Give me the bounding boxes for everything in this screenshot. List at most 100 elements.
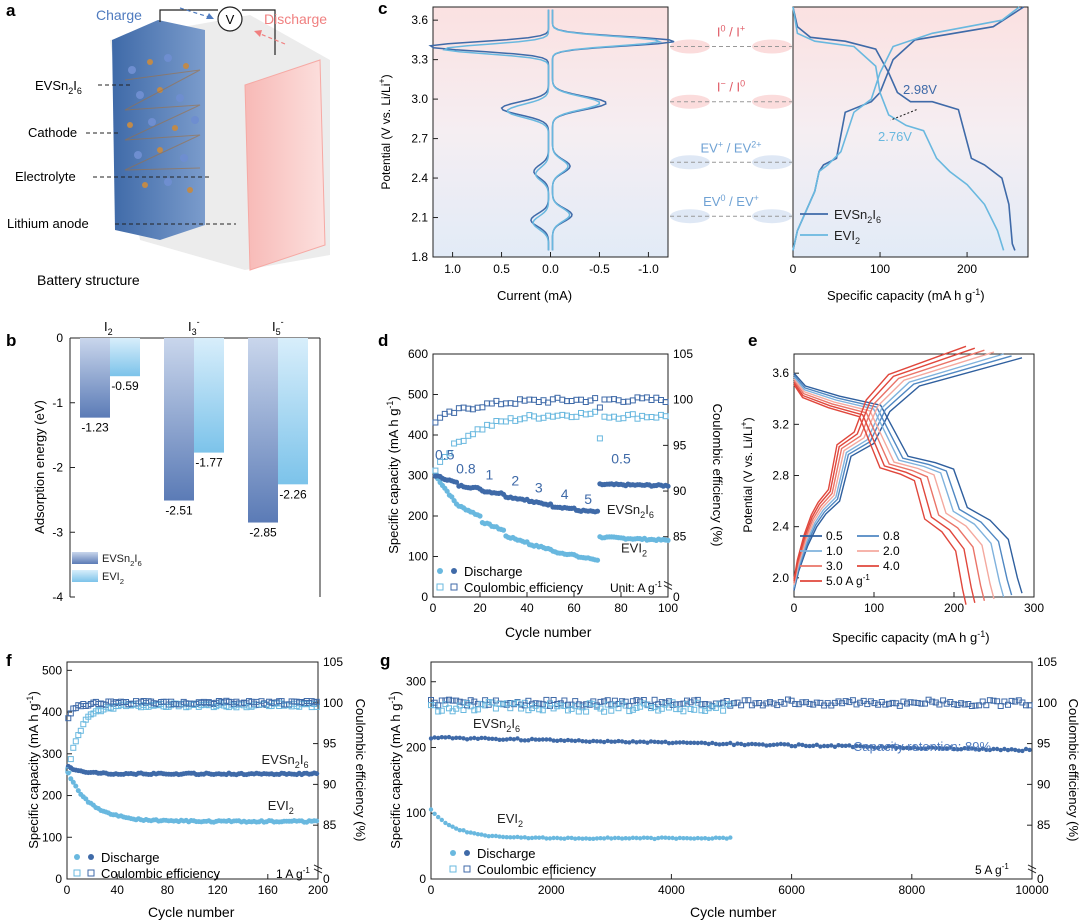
c-gcd-charge-evi xyxy=(792,6,1020,251)
g-ce-point xyxy=(781,700,788,707)
d-capacity-point xyxy=(453,479,460,485)
g-capacity-point xyxy=(713,835,719,840)
d-ce-point xyxy=(545,399,552,406)
g-capacity-point xyxy=(652,739,657,744)
f-axis-break xyxy=(313,864,323,870)
g-y2tick-label: 100 xyxy=(1037,696,1057,710)
g-capacity-point xyxy=(767,743,773,748)
text-part: I xyxy=(717,80,721,95)
b-legend-swatch xyxy=(72,570,98,582)
text-part: 6 xyxy=(515,724,520,734)
text-part: EVI xyxy=(268,798,289,813)
g-capacity-point xyxy=(1002,746,1007,752)
g-ce-point xyxy=(467,697,474,704)
g-ce-point xyxy=(763,700,770,707)
d-ylabel: Specific capacity (mA h g-1) xyxy=(385,396,401,554)
g-ce-point xyxy=(611,697,618,704)
g-ce-point xyxy=(976,702,983,709)
g-capacity-point xyxy=(641,835,646,840)
g-capacity-point xyxy=(987,747,993,753)
g-capacity-point xyxy=(793,744,798,749)
text-part: 2 xyxy=(642,548,647,558)
g-capacity-point xyxy=(904,745,910,750)
text-part: 0.8 xyxy=(883,529,900,543)
g-ce-point xyxy=(907,699,914,706)
g-ce-point xyxy=(431,702,438,709)
d-ytick-label: 400 xyxy=(408,428,428,442)
g-ce-point xyxy=(539,707,546,714)
g-ce-point xyxy=(720,699,727,706)
g-y2tick-label: 90 xyxy=(1037,777,1051,791)
g-capacity-point xyxy=(796,742,801,747)
d-y2tick-label: 0 xyxy=(673,590,680,604)
g-capacity-point xyxy=(601,739,607,745)
text-part: / EV xyxy=(725,194,754,209)
d-ce-point xyxy=(460,437,467,444)
d-legend-ce: Coulombic efficiency xyxy=(464,580,583,595)
text-part: / I xyxy=(725,24,739,39)
b-legend-label: EVI2 xyxy=(102,571,124,586)
e-charge-curve xyxy=(793,357,1023,591)
voltmeter xyxy=(217,6,243,32)
d-rate-label: 1 xyxy=(486,467,494,483)
b-value-label: -2.51 xyxy=(165,504,193,518)
b-bars: -1.23 -2.51 -2.85 -0.59 -1.77 -2.26 xyxy=(80,338,308,540)
text-part: + xyxy=(377,78,387,83)
g-ce-point xyxy=(492,697,499,704)
g-ce-point xyxy=(723,698,730,704)
g-ce-point xyxy=(651,696,658,703)
g-capacity-point xyxy=(940,746,946,751)
d-xtick-label: 40 xyxy=(520,601,534,615)
g-capacity-point xyxy=(540,835,545,840)
panel-label-c: c xyxy=(378,0,387,18)
c-gcd-discharge-evi xyxy=(792,6,1005,251)
text-part: 6 xyxy=(876,215,881,225)
lithium-anode-plate xyxy=(244,59,326,271)
d-axis-break xyxy=(663,584,673,590)
g-capacity-point xyxy=(782,742,787,747)
text-part: I xyxy=(134,553,137,565)
g-capacity-point xyxy=(565,737,571,743)
g-capacity-point xyxy=(432,735,437,740)
d-ce-point xyxy=(629,411,636,418)
c-ylabel: Potential (V vs. Li/Li+) xyxy=(377,74,393,189)
f-ce-point xyxy=(77,727,84,734)
g-capacity-point xyxy=(544,737,549,742)
battery-caption: Battery structure xyxy=(37,272,140,288)
text-part: EVSn xyxy=(473,716,506,731)
g-capacity-point xyxy=(439,817,444,823)
f-points xyxy=(65,697,320,825)
g-y2tick-label: 95 xyxy=(1037,737,1051,751)
g-ce-point xyxy=(860,697,867,704)
g-capacity-point xyxy=(461,828,466,833)
c-ytick-label: 2.7 xyxy=(411,132,428,146)
text-part: -1 xyxy=(25,696,35,704)
text-part: -1 xyxy=(863,573,871,582)
g-ce-point xyxy=(918,700,925,707)
g-capacity-point xyxy=(702,740,708,746)
g-capacity-point xyxy=(760,742,765,747)
f-y2label: Coulombic efficiency (%) xyxy=(353,699,368,842)
panel-e: e Potential (V vs. Li/Li+) 0 100 200 300 2.0… xyxy=(739,331,1044,645)
discharge-arrowhead xyxy=(254,30,262,37)
text-part: Specific capacity (mA h g xyxy=(386,409,401,554)
f-capacity-point xyxy=(314,818,320,824)
e-legend-label: 0.8 xyxy=(883,529,900,543)
d-ce-point xyxy=(601,396,608,403)
g-ce-point xyxy=(467,703,474,710)
f-frame xyxy=(66,661,319,880)
g-capacity-point xyxy=(475,832,481,837)
d-legend-unit: Unit: A g-1 xyxy=(610,580,662,595)
g-ce-point xyxy=(601,708,608,715)
g-capacity-point xyxy=(879,744,884,749)
d-legend-dot xyxy=(437,568,443,574)
g-capacity-point xyxy=(612,835,618,841)
g-ce-point xyxy=(702,701,709,707)
g-ce-point xyxy=(792,701,799,707)
g-ce-point xyxy=(456,702,463,709)
g-ce-point xyxy=(518,705,525,712)
text-part: I xyxy=(645,502,649,517)
g-ce-point xyxy=(622,702,629,709)
g-ce-point xyxy=(972,702,979,709)
